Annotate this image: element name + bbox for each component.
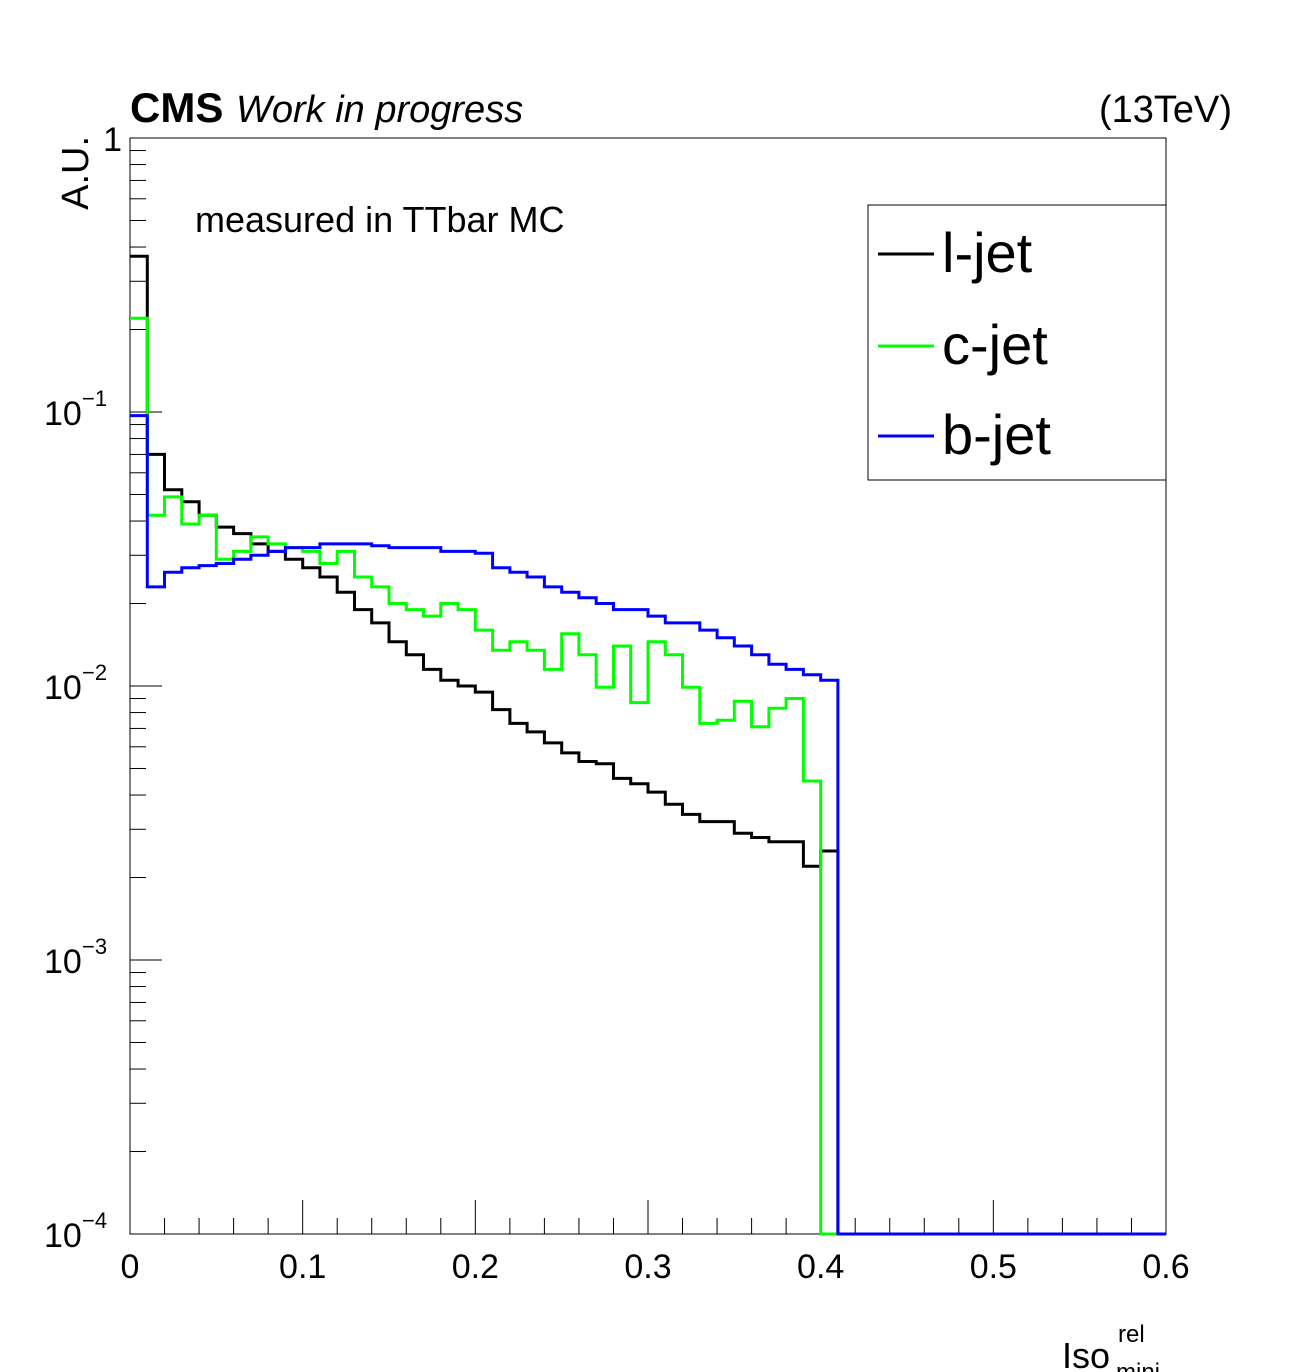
x-tick-label: 0.2	[452, 1248, 499, 1286]
x-tick-label: 0.1	[279, 1248, 326, 1286]
y-tick-label: 10 −1	[44, 386, 107, 433]
legend-box	[867, 204, 1167, 481]
x-axis-tick-labels: 0 0.1 0.2 0.3 0.4 0.5 0.6	[121, 1248, 1190, 1286]
x-tick-label: 0.3	[624, 1248, 671, 1286]
legend: l-jet c-jet b-jet	[867, 204, 1167, 481]
x-tick-label: 0.6	[1142, 1248, 1189, 1286]
legend-label-b-jet: b-jet	[942, 403, 1051, 466]
y-tick-label-exponent: −1	[82, 386, 107, 411]
experiment-label: CMS	[130, 84, 223, 131]
y-axis-tick-labels: 110−110−210−310−4	[44, 121, 122, 1255]
y-tick-label-exponent: −2	[82, 660, 107, 685]
y-tick-label-base: 10	[44, 669, 82, 707]
energy-label: (13TeV)	[1099, 89, 1232, 131]
series-line-b-jet	[130, 414, 1166, 1236]
y-tick-label: 10 −3	[44, 934, 107, 981]
legend-label-l-jet: l-jet	[942, 221, 1033, 284]
y-tick-label-exponent: −4	[82, 1208, 107, 1233]
y-tick-label-base: 10	[44, 1217, 82, 1255]
x-axis-ticks	[129, 1200, 1167, 1234]
y-tick-label: 10 −2	[44, 660, 107, 707]
y-tick-label: 1	[103, 121, 122, 159]
x-tick-label: 0	[121, 1248, 140, 1286]
y-tick-label-exponent: −3	[82, 934, 107, 959]
annotation-text: measured in TTbar MC	[195, 199, 564, 240]
x-tick-label: 0.4	[797, 1248, 844, 1286]
series-group	[130, 254, 1166, 1236]
y-tick-label-base: 10	[44, 943, 82, 981]
y-tick-label: 10 −4	[44, 1208, 107, 1255]
x-axis-label-main: Iso	[1062, 1335, 1110, 1372]
x-tick-label: 0.5	[970, 1248, 1017, 1286]
x-axis-label-sub: mini	[1116, 1359, 1160, 1372]
status-label: Work in progress	[236, 89, 523, 131]
y-tick-label-text: 1	[103, 121, 122, 159]
y-axis-label: A.U.	[55, 136, 97, 210]
legend-label-c-jet: c-jet	[942, 313, 1048, 376]
x-axis-label-sup: rel	[1118, 1321, 1145, 1348]
x-axis-label: Iso rel mini	[1062, 1321, 1160, 1372]
y-tick-label-base: 10	[44, 395, 82, 433]
